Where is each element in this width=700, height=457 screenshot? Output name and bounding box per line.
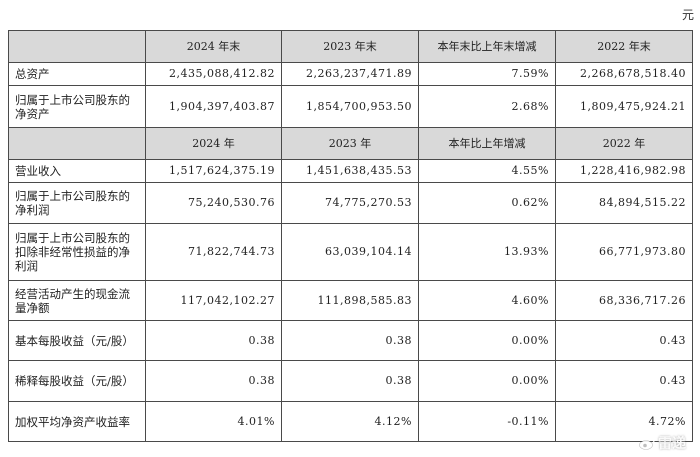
value-cell: 1,854,700,953.50 [281, 85, 419, 128]
value-cell: 71,822,744.73 [145, 223, 282, 281]
table-row: 营业收入 1,517,624,375.19 1,451,638,435.53 4… [8, 159, 693, 183]
value-cell: -0.11% [418, 401, 556, 442]
header-row-assets: 2024 年末 2023 年末 本年末比上年末增减 2022 年末 [8, 30, 693, 63]
watermark: 雷递 [639, 433, 686, 453]
value-cell: 0.38 [145, 320, 282, 361]
value-cell: 74,775,270.53 [281, 182, 419, 224]
table-row: 加权平均净资产收益率 4.01% 4.12% -0.11% 4.72% [8, 401, 693, 442]
header-cell: 2022 年末 [555, 30, 693, 63]
value-cell: 4.60% [418, 280, 556, 321]
header-cell: 2023 年末 [281, 30, 419, 63]
weibo-icon [639, 437, 655, 450]
header-blank-cell [8, 30, 146, 63]
value-cell: 4.12% [281, 401, 419, 442]
value-cell: 1,809,475,924.21 [555, 85, 693, 128]
value-cell: 0.38 [281, 320, 419, 361]
value-cell: 63,039,104.14 [281, 223, 419, 281]
header-row-income: 2024 年 2023 年 本年比上年增减 2022 年 [8, 127, 693, 160]
value-cell: 117,042,102.27 [145, 280, 282, 321]
table-row: 总资产 2,435,088,412.82 2,263,237,471.89 7.… [8, 62, 693, 86]
row-label: 总资产 [8, 62, 146, 86]
value-cell: 4.72% [555, 401, 693, 442]
value-cell: 0.00% [418, 320, 556, 361]
value-cell: 2,263,237,471.89 [281, 62, 419, 86]
header-cell: 2022 年 [555, 127, 693, 160]
watermark-text: 雷递 [658, 436, 686, 452]
row-label: 稀释每股收益（元/股） [8, 360, 146, 402]
row-label: 归属于上市公司股东的扣除非经常性损益的净利润 [8, 223, 146, 281]
table-row: 归属于上市公司股东的净资产 1,904,397,403.87 1,854,700… [8, 85, 693, 128]
header-blank-cell [8, 127, 146, 160]
value-cell: 0.43 [555, 360, 693, 402]
row-label: 归属于上市公司股东的净利润 [8, 182, 146, 224]
value-cell: 4.01% [145, 401, 282, 442]
value-cell: 1,517,624,375.19 [145, 159, 282, 183]
table-row: 归属于上市公司股东的净利润 75,240,530.76 74,775,270.5… [8, 182, 693, 224]
financial-summary-table: 2024 年末 2023 年末 本年末比上年末增减 2022 年末 总资产 2,… [8, 30, 693, 442]
header-cell: 2024 年末 [145, 30, 282, 63]
value-cell: 13.93% [418, 223, 556, 281]
value-cell: 4.55% [418, 159, 556, 183]
value-cell: 66,771,973.80 [555, 223, 693, 281]
value-cell: 68,336,717.26 [555, 280, 693, 321]
table-row: 基本每股收益（元/股） 0.38 0.38 0.00% 0.43 [8, 320, 693, 361]
value-cell: 111,898,585.83 [281, 280, 419, 321]
table-row: 稀释每股收益（元/股） 0.38 0.38 0.00% 0.43 [8, 360, 693, 402]
header-cell: 本年末比上年末增减 [418, 30, 556, 63]
row-label: 归属于上市公司股东的净资产 [8, 85, 146, 128]
table-row: 经营活动产生的现金流量净额 117,042,102.27 111,898,585… [8, 280, 693, 321]
value-cell: 75,240,530.76 [145, 182, 282, 224]
value-cell: 1,451,638,435.53 [281, 159, 419, 183]
value-cell: 0.62% [418, 182, 556, 224]
value-cell: 1,228,416,982.98 [555, 159, 693, 183]
value-cell: 84,894,515.22 [555, 182, 693, 224]
row-label: 加权平均净资产收益率 [8, 401, 146, 442]
header-cell: 2023 年 [281, 127, 419, 160]
row-label: 基本每股收益（元/股） [8, 320, 146, 361]
row-label: 营业收入 [8, 159, 146, 183]
header-cell: 本年比上年增减 [418, 127, 556, 160]
header-cell: 2024 年 [145, 127, 282, 160]
value-cell: 2,268,678,518.40 [555, 62, 693, 86]
value-cell: 0.00% [418, 360, 556, 402]
value-cell: 1,904,397,403.87 [145, 85, 282, 128]
value-cell: 0.43 [555, 320, 693, 361]
table-row: 归属于上市公司股东的扣除非经常性损益的净利润 71,822,744.73 63,… [8, 223, 693, 281]
row-label: 经营活动产生的现金流量净额 [8, 280, 146, 321]
value-cell: 2.68% [418, 85, 556, 128]
value-cell: 0.38 [145, 360, 282, 402]
value-cell: 0.38 [281, 360, 419, 402]
value-cell: 7.59% [418, 62, 556, 86]
unit-label: 元 [681, 8, 694, 22]
value-cell: 2,435,088,412.82 [145, 62, 282, 86]
